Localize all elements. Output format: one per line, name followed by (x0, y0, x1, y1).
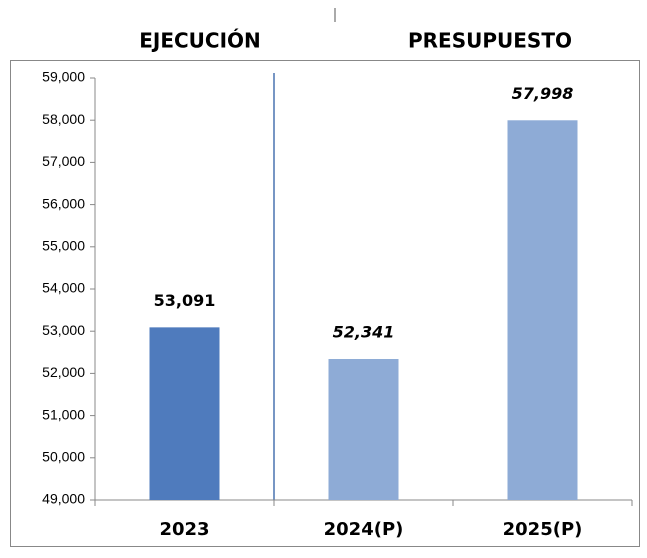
bar (149, 327, 220, 500)
y-tick-label: 57,000 (42, 153, 85, 169)
data-label: 52,341 (333, 323, 395, 342)
section-header: EJECUCIÓN (139, 29, 261, 53)
x-tick-label: 2024(P) (324, 519, 404, 540)
bar (507, 120, 578, 501)
y-tick-label: 54,000 (42, 280, 85, 296)
x-tick-label: 2025(P) (503, 519, 583, 540)
x-tick-label: 2023 (159, 519, 209, 540)
data-label: 53,091 (154, 291, 216, 310)
y-tick-label: 52,000 (42, 364, 85, 380)
y-tick-label: 49,000 (42, 491, 85, 507)
section-header: PRESUPUESTO (408, 29, 572, 53)
y-tick-label: 59,000 (42, 69, 85, 85)
y-tick-label: 56,000 (42, 195, 85, 211)
data-label: 57,998 (512, 84, 574, 103)
plot-frame (10, 60, 640, 547)
y-tick-label: 51,000 (42, 406, 85, 422)
y-tick-label: 50,000 (42, 449, 85, 465)
y-tick-label: 55,000 (42, 238, 85, 254)
bar (328, 359, 399, 500)
y-tick-label: 58,000 (42, 111, 85, 127)
y-tick-label: 53,000 (42, 322, 85, 338)
